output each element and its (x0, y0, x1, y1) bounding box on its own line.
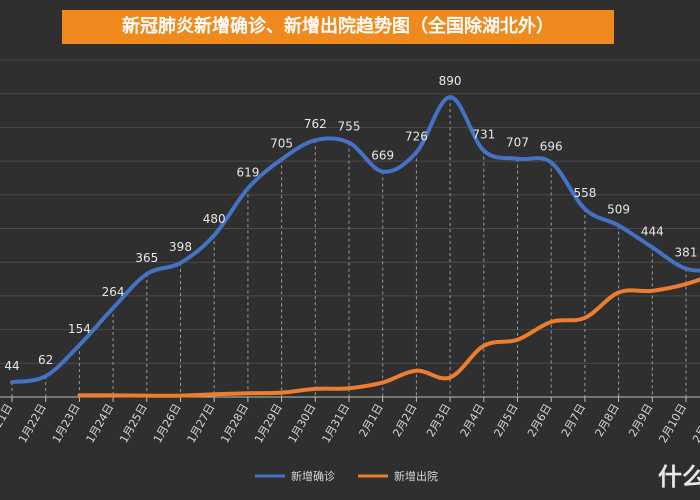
x-tick-label-7: 1月28日 (218, 402, 251, 446)
x-tick-label-0: 1月21日 (0, 402, 15, 446)
x-tick-label-9: 1月30日 (286, 402, 319, 446)
data-label-9: 762 (304, 117, 327, 131)
x-tick-label-17: 2月7日 (559, 402, 588, 440)
x-tick-label-18: 2月8日 (593, 402, 622, 440)
series-line-1 (77, 277, 700, 398)
x-tick-label-20: 2月10日 (656, 402, 689, 446)
x-tick-label-4: 1月25日 (117, 402, 150, 446)
data-label-1: 62 (38, 353, 53, 367)
x-tick-label-6: 1月27日 (185, 402, 218, 446)
data-label-20: 381 (675, 246, 698, 260)
x-tick-label-3: 1月24日 (84, 402, 117, 446)
data-label-2: 154 (68, 322, 91, 336)
data-label-18: 509 (607, 202, 630, 216)
x-tick-label-21: 2月11日 (690, 402, 700, 446)
data-label-19: 444 (641, 224, 664, 238)
data-label-6: 480 (203, 212, 226, 226)
x-tick-label-2: 1月23日 (50, 402, 83, 446)
data-label-12: 726 (405, 129, 428, 143)
data-label-15: 707 (506, 136, 529, 150)
data-label-13: 890 (439, 74, 462, 88)
x-tick-label-10: 1月31日 (319, 402, 352, 446)
data-label-8: 705 (270, 136, 293, 150)
data-label-3: 264 (102, 285, 125, 299)
data-label-17: 558 (573, 186, 596, 200)
data-label-10: 755 (338, 120, 361, 134)
data-label-7: 619 (236, 165, 259, 179)
x-tick-label-16: 2月6日 (525, 402, 554, 440)
data-label-11: 669 (371, 149, 394, 163)
legend-label-1: 新增出院 (394, 469, 438, 483)
chart-title: 新冠肺炎新增确诊、新增出院趋势图（全国除湖北外） (62, 10, 614, 44)
x-tick-label-13: 2月3日 (424, 402, 453, 440)
x-tick-label-11: 2月1日 (357, 402, 386, 440)
data-label-16: 696 (540, 139, 563, 153)
x-tick-label-14: 2月4日 (458, 402, 487, 440)
x-tick-label-15: 2月5日 (491, 402, 520, 440)
x-tick-label-5: 1月26日 (151, 402, 184, 446)
x-tick-label-8: 1月29日 (252, 402, 285, 446)
x-tick-label-1: 1月22日 (16, 402, 49, 446)
series-line-0 (10, 95, 700, 385)
x-tick-label-12: 2月2日 (390, 402, 419, 440)
watermark: 什么 (658, 463, 700, 491)
data-label-0: 44 (4, 359, 19, 373)
data-label-5: 398 (169, 240, 192, 254)
data-label-4: 365 (135, 251, 158, 265)
legend-label-0: 新增确诊 (291, 469, 335, 483)
data-label-14: 731 (472, 128, 495, 142)
x-tick-label-19: 2月9日 (626, 402, 655, 440)
